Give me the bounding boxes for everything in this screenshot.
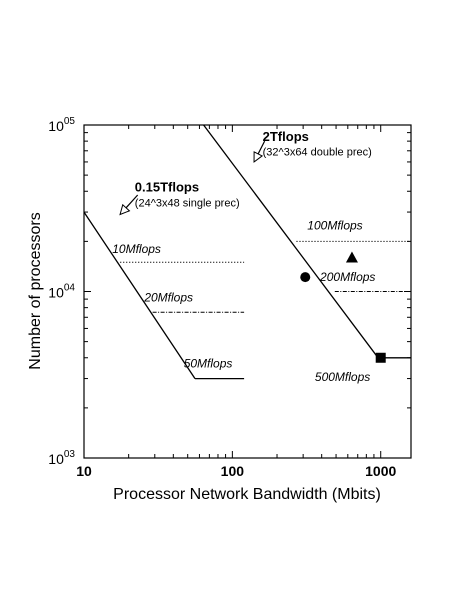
y-tick-label: 1004	[48, 283, 75, 301]
circle-marker	[300, 272, 311, 283]
annotation-label: 500Mflops	[315, 370, 370, 384]
annotation-label: 20Mflops	[143, 291, 193, 305]
series-line-1	[83, 211, 196, 379]
annotation-label: (32^3x64 double prec)	[263, 147, 372, 159]
annotation-arrows	[119, 140, 266, 216]
annotation-label: 200Mflops	[319, 270, 375, 284]
series-lines	[83, 124, 411, 380]
annotation-label: (24^3x48 single prec)	[135, 197, 240, 209]
arrow-shaft	[257, 140, 266, 155]
data-markers	[300, 251, 386, 363]
annotation-label: 0.15Tflops	[135, 179, 199, 194]
x-tick-label: 100	[221, 463, 245, 479]
arrow-head	[119, 203, 131, 216]
arrow-shaft	[125, 194, 139, 209]
x-tick-label: 1000	[365, 463, 396, 479]
x-axis-label: Processor Network Bandwidth (Mbits)	[113, 486, 381, 503]
annotation-label: 2Tflops	[263, 129, 309, 144]
annotation-label: 10Mflops	[112, 242, 161, 256]
y-tick-label: 1005	[48, 116, 75, 134]
y-tick-label: 1003	[48, 449, 75, 467]
annotations: 0.15Tflops (24^3x48 single prec) 2Tflops (3…	[112, 129, 375, 384]
triangle-marker	[345, 251, 358, 263]
x-tick-label: 10	[76, 463, 92, 479]
series-line-5	[203, 124, 379, 359]
arrow-head	[253, 151, 264, 163]
axis-ticks: 10 100 1000 1003 1004 1005	[48, 116, 411, 479]
annotation-label: 50Mflops	[184, 356, 233, 370]
y-axis-label: Number of processors	[27, 212, 44, 369]
square-marker	[375, 352, 386, 363]
annotation-label: 100Mflops	[307, 219, 362, 233]
